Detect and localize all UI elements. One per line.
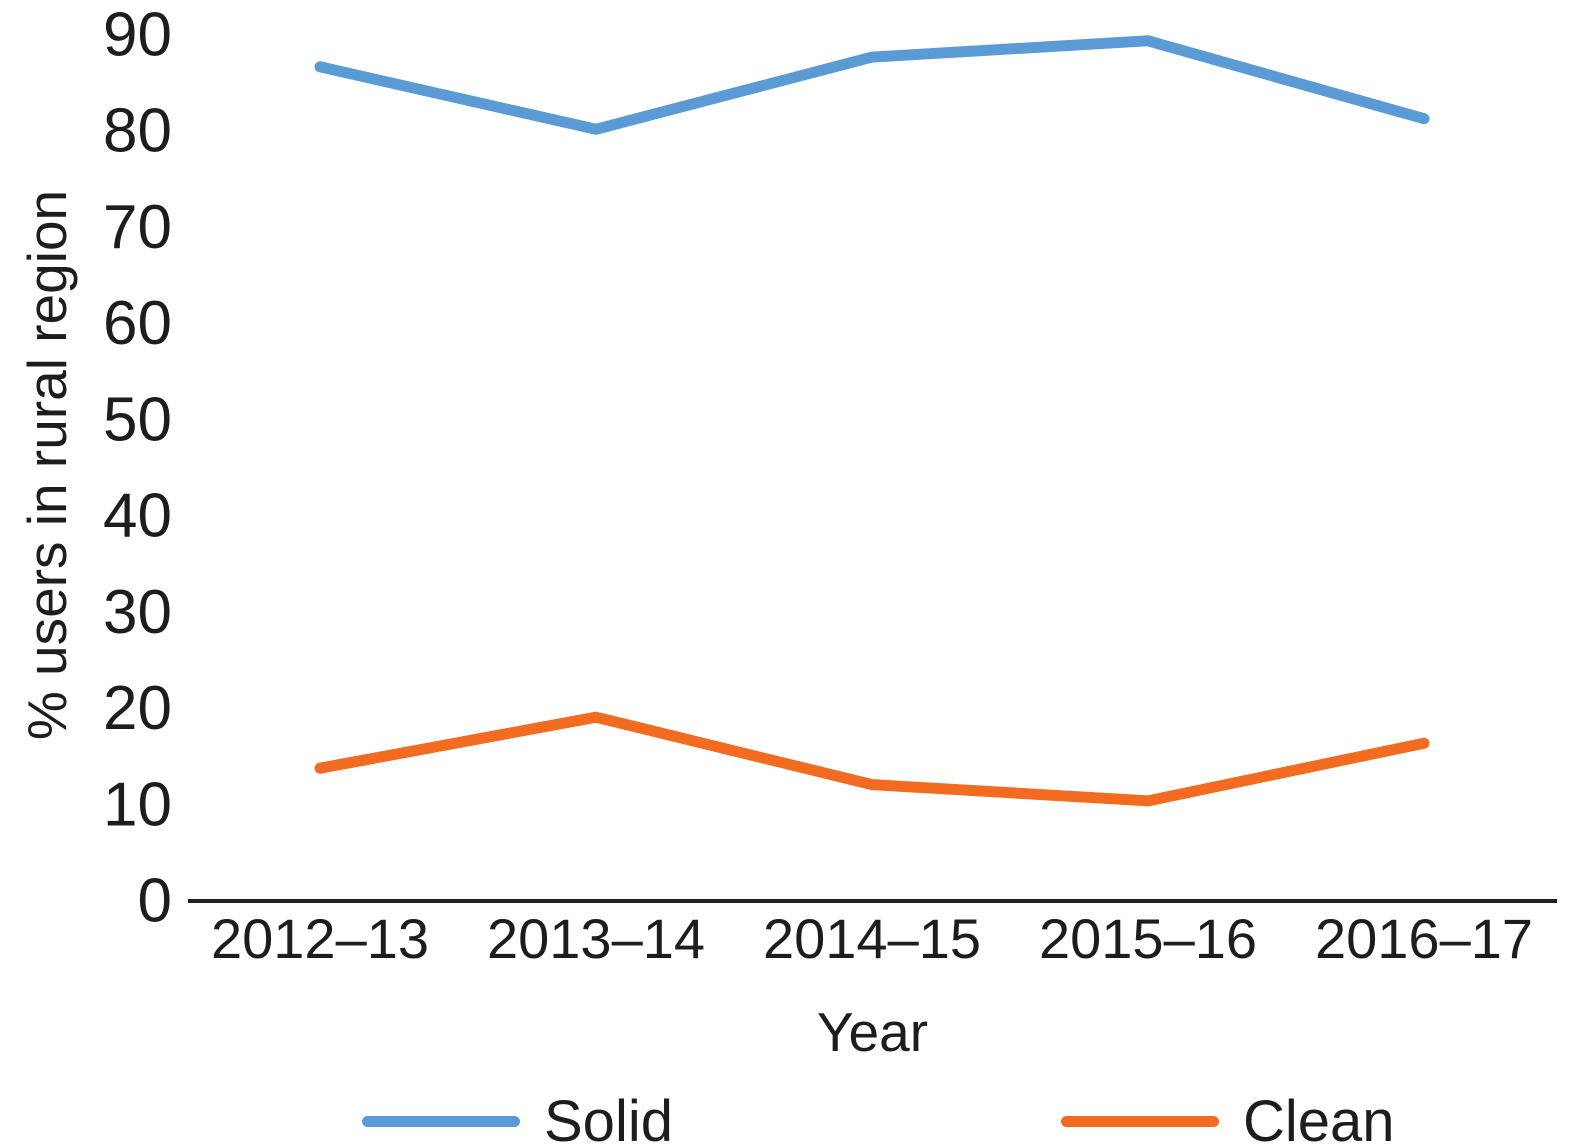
clean-series-swatch [1061,1115,1219,1127]
svg-text:2015–16: 2015–16 [1039,907,1257,970]
svg-text:90: 90 [103,1,172,70]
legend-label-clean: Clean [1243,1088,1395,1144]
legend-entry-solid: Solid [362,1089,673,1144]
svg-text:10: 10 [103,770,172,839]
svg-text:0: 0 [138,867,172,936]
svg-text:2016–17: 2016–17 [1315,907,1533,970]
x-axis-title: Year [816,1001,929,1063]
svg-text:60: 60 [103,289,172,358]
svg-text:2012–13: 2012–13 [211,907,429,970]
legend-label-solid: Solid [544,1088,673,1144]
solid-series-swatch [362,1115,520,1127]
legend-entry-clean: Clean [1061,1089,1395,1144]
svg-text:40: 40 [103,482,172,551]
svg-text:80: 80 [103,97,172,166]
svg-text:50: 50 [103,385,172,454]
svg-text:70: 70 [103,193,172,262]
svg-text:2013–14: 2013–14 [487,907,705,970]
y-axis-title: % users in rural region [16,189,78,741]
svg-text:2014–15: 2014–15 [763,907,981,970]
svg-text:20: 20 [103,674,172,743]
svg-text:30: 30 [103,578,172,647]
